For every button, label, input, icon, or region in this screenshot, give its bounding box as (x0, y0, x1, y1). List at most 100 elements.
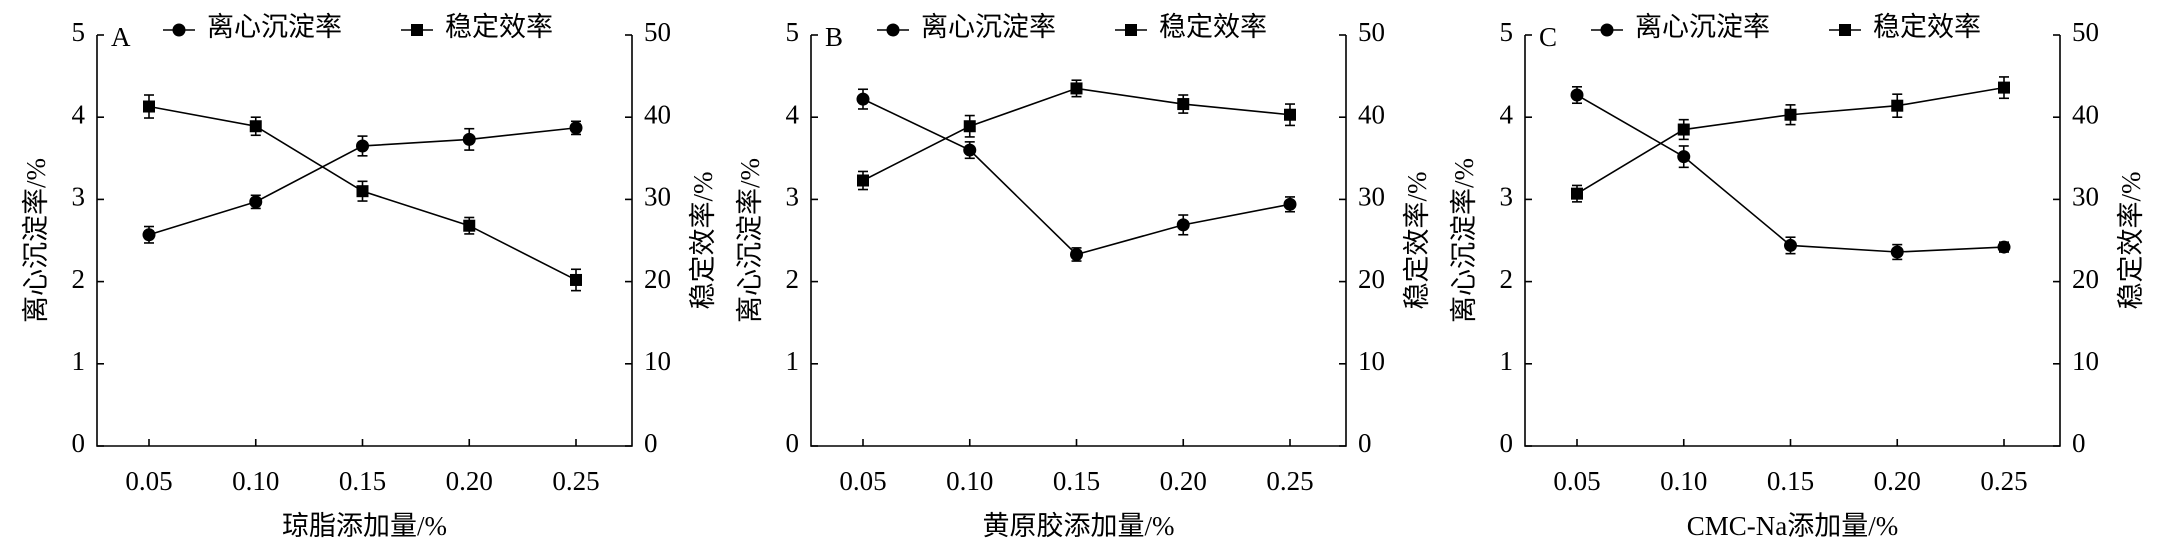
y-tick-label: 2 (1500, 264, 1514, 294)
x-tick-label: 0.05 (839, 466, 886, 496)
legend-label: 稳定效率 (1873, 12, 1981, 42)
y-tick-label: 5 (1500, 17, 1514, 47)
y2-tick-label: 0 (1358, 428, 1372, 458)
x-tick-label: 0.20 (1160, 466, 1207, 496)
y-tick-label: 1 (786, 346, 800, 376)
marker (1784, 238, 1797, 252)
marker (172, 23, 186, 37)
x-tick-label: 0.15 (1767, 466, 1814, 496)
y-tick-label: 2 (786, 264, 800, 294)
marker (249, 195, 263, 209)
x-tick-label: 0.10 (1660, 466, 1707, 496)
marker (463, 219, 476, 232)
y2-tick-label: 40 (644, 99, 671, 129)
x-tick-label: 0.10 (232, 466, 279, 496)
plot-frame (810, 35, 1347, 447)
y2-tick-label: 20 (2072, 264, 2099, 294)
x-tick-label: 0.15 (339, 466, 386, 496)
y2-tick-label: 20 (644, 264, 671, 294)
plot-frame (96, 35, 633, 447)
y2-tick-label: 30 (1358, 182, 1385, 212)
x-tick-label: 0.10 (946, 466, 993, 496)
x-axis-title: 琼脂添加量/% (282, 511, 447, 541)
y-tick-label: 4 (72, 99, 86, 129)
y2-tick-label: 40 (2072, 99, 2099, 129)
y2-tick-label: 50 (1358, 17, 1385, 47)
y2-tick-label: 10 (1358, 346, 1385, 376)
marker (356, 139, 369, 153)
marker (142, 228, 156, 242)
marker (1839, 24, 1851, 36)
y-tick-label: 1 (72, 346, 86, 376)
y2-tick-label: 30 (2072, 182, 2099, 212)
marker (570, 273, 582, 286)
marker (462, 132, 476, 146)
marker (1070, 247, 1083, 261)
y2-tick-label: 10 (644, 346, 671, 376)
marker (1571, 187, 1583, 200)
marker (1784, 108, 1797, 121)
series-line (1576, 86, 2005, 195)
marker (1677, 150, 1691, 164)
y-tick-label: 0 (72, 428, 86, 458)
x-tick-label: 0.20 (446, 466, 493, 496)
y-tick-label: 0 (786, 428, 800, 458)
plot-frame (1524, 35, 2061, 447)
series-line (862, 87, 1291, 182)
marker (249, 120, 262, 133)
x-tick-label: 0.15 (1053, 466, 1100, 496)
y2-axis-title: 稳定效率/% (1402, 172, 1432, 310)
marker (1891, 99, 1904, 112)
y-tick-label: 4 (786, 99, 800, 129)
y-tick-label: 4 (1500, 99, 1514, 129)
marker (1998, 81, 2010, 94)
y-axis-title: 离心沉淀率/% (735, 158, 765, 323)
legend-label: 稳定效率 (445, 12, 553, 42)
x-tick-label: 0.25 (552, 466, 599, 496)
x-axis-title: CMC-Na添加量/% (1687, 511, 1899, 541)
marker (1284, 108, 1296, 121)
marker (143, 100, 155, 113)
marker (963, 143, 977, 157)
panel-label: A (111, 22, 131, 52)
y-tick-label: 0 (1500, 428, 1514, 458)
x-axis-title: 黄原胶添加量/% (983, 511, 1175, 541)
x-tick-label: 0.05 (125, 466, 172, 496)
x-tick-label: 0.25 (1266, 466, 1313, 496)
marker (356, 185, 369, 198)
marker (1997, 240, 2011, 254)
y2-axis-title: 稳定效率/% (688, 172, 718, 310)
y2-axis-title: 稳定效率/% (2116, 172, 2146, 310)
legend-label: 离心沉淀率 (1635, 12, 1770, 42)
marker (411, 24, 423, 36)
marker (963, 120, 976, 133)
y2-tick-label: 30 (644, 182, 671, 212)
legend-label: 离心沉淀率 (921, 12, 1056, 42)
marker (1600, 23, 1614, 37)
marker (1570, 88, 1584, 102)
marker (857, 174, 869, 187)
panel-label: C (1539, 22, 1557, 52)
marker (1125, 24, 1137, 36)
y2-tick-label: 40 (1358, 99, 1385, 129)
y2-tick-label: 50 (2072, 17, 2099, 47)
y-tick-label: 2 (72, 264, 86, 294)
y-tick-label: 3 (1500, 182, 1514, 212)
x-tick-label: 0.05 (1553, 466, 1600, 496)
y-tick-label: 5 (786, 17, 800, 47)
y-axis-title: 离心沉淀率/% (1449, 158, 1479, 323)
marker (886, 23, 900, 37)
y2-tick-label: 0 (644, 428, 658, 458)
legend-label: 离心沉淀率 (207, 12, 342, 42)
y-tick-label: 3 (72, 182, 86, 212)
marker (1677, 123, 1690, 136)
marker (1176, 218, 1190, 232)
y2-tick-label: 10 (2072, 346, 2099, 376)
marker (569, 121, 583, 135)
legend-label: 稳定效率 (1159, 12, 1267, 42)
panel-label: B (825, 22, 843, 52)
